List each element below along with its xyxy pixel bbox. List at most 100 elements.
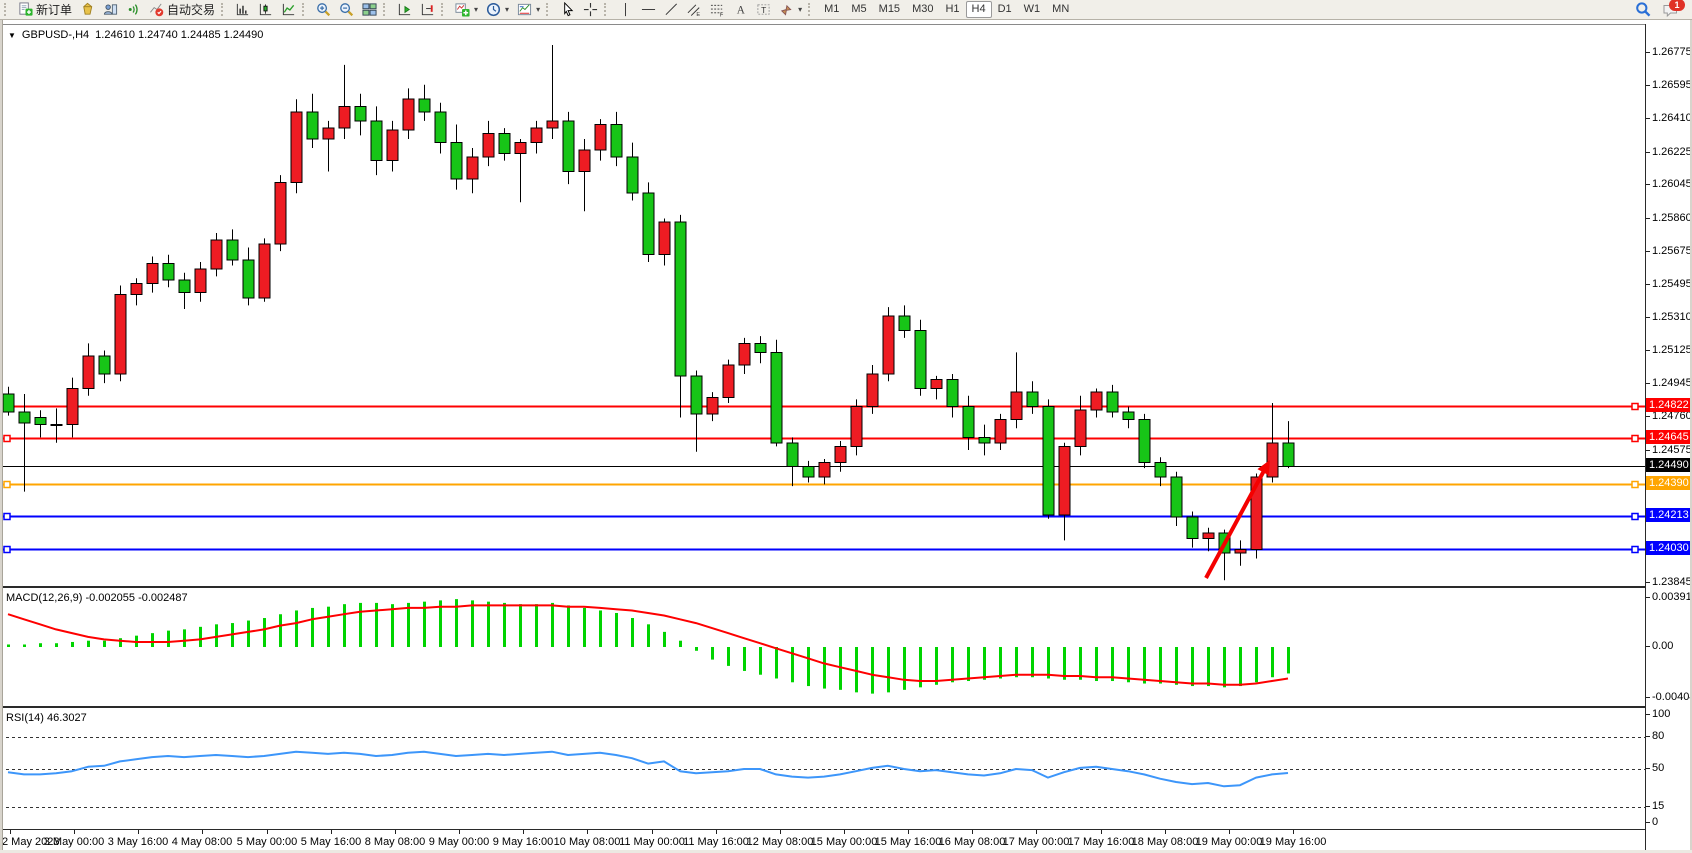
profiles-button[interactable] [99, 0, 122, 19]
zoom-out-button[interactable] [335, 0, 358, 19]
fibonacci-button[interactable]: F [706, 0, 729, 19]
level-handle[interactable] [1631, 434, 1639, 443]
time-axis[interactable]: 2 May 2023 3 May 00:00 3 May 16:00 4 May 08… [0, 830, 1645, 850]
price-axis[interactable]: 1.26775 1.26595 1.26410 1.26225 1.26045 1.258… [1646, 24, 1692, 850]
level-price-label: 1.24030 [1646, 541, 1692, 555]
timeframe-w1-button[interactable]: W1 [1023, 3, 1041, 15]
level-handle[interactable] [3, 512, 11, 521]
timeframe-d1-button[interactable]: D1 [997, 3, 1012, 15]
price-tick-mark [1646, 383, 1650, 384]
chevron-down-icon[interactable]: ▾ [798, 5, 803, 14]
timeframe-m15-button[interactable]: M15 [878, 3, 901, 15]
tile-windows-button[interactable] [358, 0, 381, 19]
text-label-icon: T [756, 2, 771, 17]
level-handle[interactable] [3, 545, 11, 554]
chevron-down-icon[interactable]: ▾ [474, 5, 479, 14]
new-order-button[interactable]: 新订单 [14, 0, 76, 19]
price-pane[interactable]: ▼ GBPUSD-,H4 1.24610 1.24740 1.24485 1.2… [0, 24, 1645, 587]
chevron-down-icon[interactable]: ▾ [536, 5, 541, 14]
autotrading-button[interactable]: 自动交易 [145, 0, 219, 19]
shift-chart-button[interactable] [393, 0, 416, 19]
templates-button[interactable]: ▾ [513, 0, 544, 19]
toolbar-grip[interactable] [546, 3, 552, 16]
line-chart-button[interactable] [277, 0, 300, 19]
candlestick-chart[interactable] [0, 25, 1645, 586]
macd-tick-mark [1646, 646, 1650, 647]
candle-body [690, 375, 703, 415]
arrows-button[interactable]: ▾ [775, 0, 806, 19]
macd-histogram [7, 599, 1290, 694]
annotation-arrow[interactable] [1204, 459, 1270, 579]
chevron-down-icon[interactable]: ▾ [505, 5, 510, 14]
rsi-chart[interactable] [0, 708, 1645, 829]
window-right-edge [1690, 20, 1692, 853]
timeframe-m1-button[interactable]: M1 [824, 3, 840, 15]
level-handle[interactable] [3, 434, 11, 443]
macd-tick-label: 0.00 [1652, 640, 1674, 652]
price-tick-mark [1646, 184, 1650, 185]
price-tick-label: 1.26775 [1652, 46, 1692, 58]
zoom-in-button[interactable] [312, 0, 335, 19]
toolbar-grip[interactable] [302, 3, 308, 16]
time-tick-mark [908, 830, 909, 834]
periods-button[interactable]: ▾ [482, 0, 513, 19]
toolbar-grip[interactable] [383, 3, 389, 16]
candle-body [354, 105, 367, 122]
candle-body [642, 192, 655, 256]
vertical-line-button[interactable] [614, 0, 637, 19]
notifications-button[interactable]: 1 [1662, 0, 1685, 19]
horizontal-line-button[interactable] [637, 0, 660, 19]
toolbar-grip[interactable] [221, 3, 227, 16]
rsi-pane[interactable]: RSI(14) 46.3027 [0, 707, 1645, 830]
timeframe-h4-button[interactable]: H4 [965, 1, 992, 18]
candle-body [226, 239, 239, 261]
candle-body [370, 120, 383, 162]
macd-label: MACD(12,26,9) -0.002055 -0.002487 [6, 592, 188, 604]
rsi-tick-label: 100 [1652, 708, 1671, 720]
macd-pane[interactable]: MACD(12,26,9) -0.002055 -0.002487 [0, 587, 1645, 707]
timeframe-h1-button[interactable]: H1 [945, 3, 960, 15]
level-handle[interactable] [1631, 480, 1639, 489]
candle-body [210, 239, 223, 270]
candle-body [834, 445, 847, 464]
arrows-icon [779, 2, 794, 17]
styler-button[interactable] [76, 0, 99, 19]
timeframe-mn-button[interactable]: MN [1052, 3, 1070, 15]
equidistant-channel-button[interactable]: E [683, 0, 706, 19]
toolbar-group-objects: E F A T ▾ [602, 0, 806, 19]
horizontal-levels[interactable] [0, 402, 1645, 554]
macd-chart[interactable] [0, 588, 1645, 706]
text-label-button[interactable]: T [752, 0, 775, 19]
text-button[interactable]: A [729, 0, 752, 19]
toolbar-grip[interactable] [4, 3, 10, 16]
level-handle[interactable] [1631, 512, 1639, 521]
time-tick-label: 12 May 08:00 [746, 836, 814, 848]
auto-scroll-button[interactable] [416, 0, 439, 19]
timeframe-m30-button[interactable]: M30 [912, 3, 934, 15]
candle-body [114, 293, 127, 375]
rsi-label: RSI(14) 46.3027 [6, 712, 87, 724]
search-icon[interactable] [1634, 1, 1652, 19]
candle-chart-button[interactable] [254, 0, 277, 19]
candle-body [1202, 532, 1215, 540]
crosshair-button[interactable] [579, 0, 602, 19]
timeframe-m5-button[interactable]: M5 [851, 3, 867, 15]
time-tick-label: 8 May 08:00 [364, 836, 426, 848]
toolbar: 新订单 自动交易 ▾ ▾ ▾ E F A T ▾ M1 M5 M15 M30 H1 H4 D1 W1 MN 1 [0, 0, 1692, 20]
candle-body [1234, 548, 1247, 554]
level-handle[interactable] [1631, 402, 1639, 411]
bar-chart-button[interactable] [231, 0, 254, 19]
trendline-button[interactable] [660, 0, 683, 19]
toolbar-grip[interactable] [441, 3, 447, 16]
level-handle[interactable] [3, 480, 11, 489]
cursor-button[interactable] [556, 0, 579, 19]
level-handle[interactable] [1631, 545, 1639, 554]
indicators-button[interactable]: ▾ [451, 0, 482, 19]
toolbar-grip[interactable] [604, 3, 610, 16]
autotrading-label: 自动交易 [167, 3, 216, 17]
signals-button[interactable] [122, 0, 145, 19]
tile-windows-icon [362, 2, 377, 17]
time-tick-mark [459, 830, 460, 834]
toolbar-grip[interactable] [808, 3, 814, 16]
chevron-down-icon[interactable]: ▼ [8, 30, 16, 40]
